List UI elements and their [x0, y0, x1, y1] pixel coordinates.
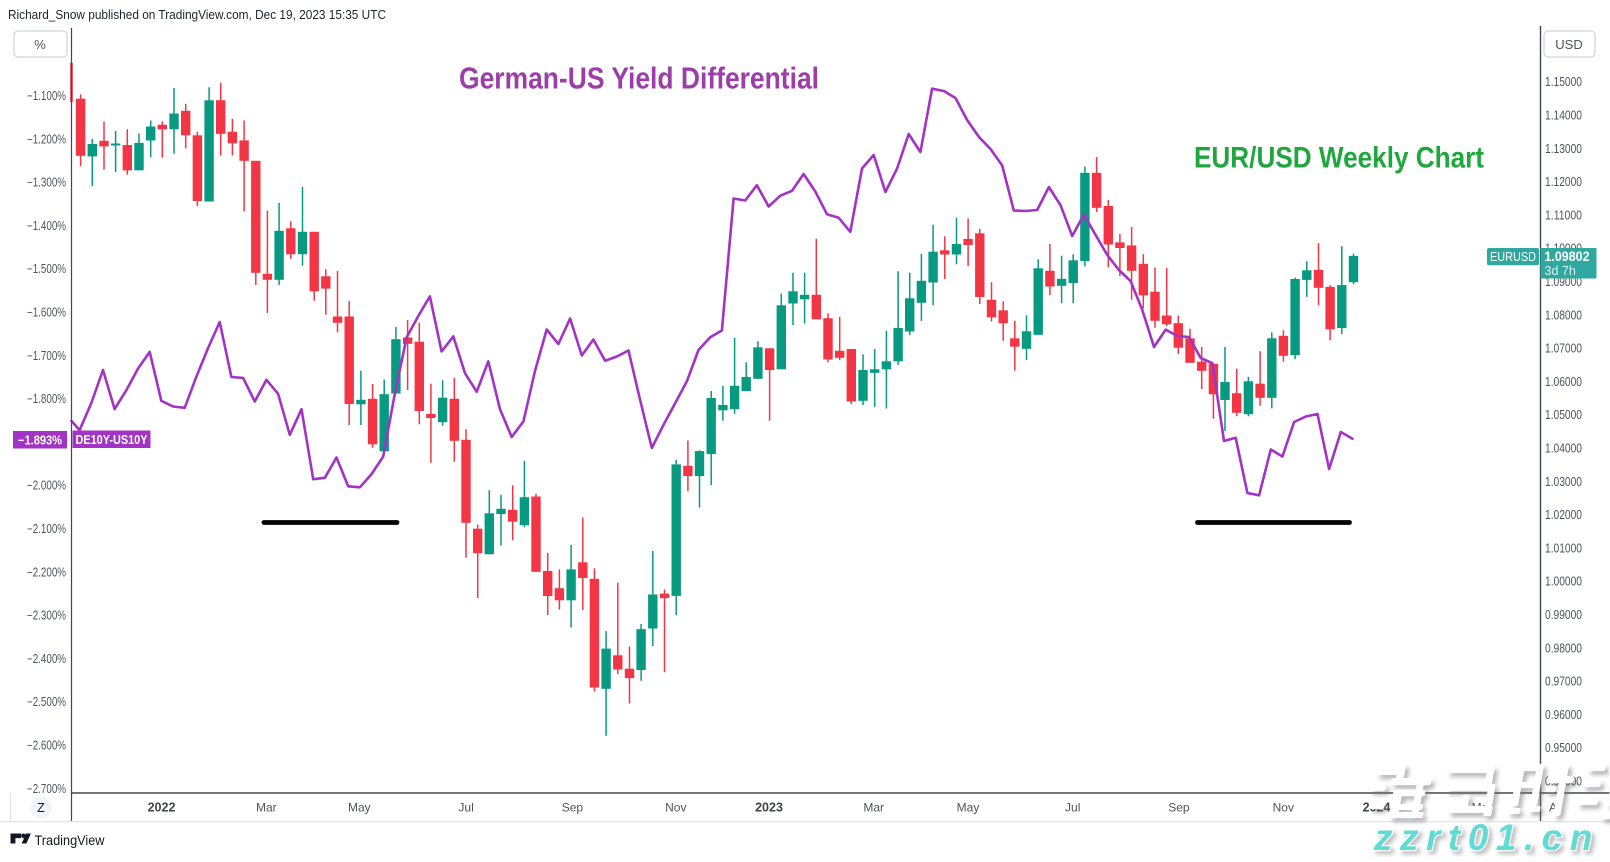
svg-text:0.97000: 0.97000: [1545, 675, 1582, 689]
svg-text:EUR/USD Weekly Chart: EUR/USD Weekly Chart: [1194, 142, 1484, 175]
svg-text:−2.000%: −2.000%: [27, 479, 66, 493]
svg-text:−1.300%: −1.300%: [27, 176, 66, 190]
svg-text:−1.200%: −1.200%: [27, 132, 66, 146]
svg-text:−1.100%: −1.100%: [27, 89, 66, 103]
svg-text:0.96000: 0.96000: [1545, 708, 1582, 722]
svg-text:−2.500%: −2.500%: [27, 695, 66, 709]
svg-text:Sep: Sep: [1168, 801, 1190, 815]
svg-text:Mar: Mar: [256, 801, 277, 815]
svg-text:1.11000: 1.11000: [1545, 208, 1582, 222]
svg-text:−2.600%: −2.600%: [27, 739, 66, 753]
svg-text:1.00000: 1.00000: [1545, 575, 1582, 589]
svg-text:%: %: [34, 37, 46, 52]
svg-text:0.95000: 0.95000: [1545, 741, 1582, 755]
svg-text:1.02000: 1.02000: [1545, 508, 1582, 522]
svg-text:Sep: Sep: [562, 801, 584, 815]
svg-text:EURUSD: EURUSD: [1490, 250, 1536, 264]
svg-text:−2.700%: −2.700%: [27, 782, 66, 796]
svg-text:1.07000: 1.07000: [1545, 342, 1582, 356]
svg-text:0.99000: 0.99000: [1545, 608, 1582, 622]
svg-text:1.14000: 1.14000: [1545, 109, 1582, 123]
svg-text:1.12000: 1.12000: [1545, 175, 1582, 189]
svg-text:−1.700%: −1.700%: [27, 349, 66, 363]
svg-text:May: May: [957, 801, 980, 815]
svg-text:−2.400%: −2.400%: [27, 652, 66, 666]
svg-text:Nov: Nov: [1273, 801, 1294, 815]
svg-text:1.04000: 1.04000: [1545, 442, 1582, 456]
svg-text:−2.300%: −2.300%: [27, 609, 66, 623]
svg-text:−1.800%: −1.800%: [27, 392, 66, 406]
svg-text:−1.500%: −1.500%: [27, 262, 66, 276]
svg-text:Mar: Mar: [863, 801, 884, 815]
svg-text:−1.400%: −1.400%: [27, 219, 66, 233]
svg-text:TradingView: TradingView: [35, 833, 105, 848]
svg-text:1.09802: 1.09802: [1545, 249, 1590, 264]
svg-text:Z: Z: [37, 801, 45, 815]
svg-text:DE10Y-US10Y: DE10Y-US10Y: [76, 433, 149, 447]
svg-text:1.13000: 1.13000: [1545, 142, 1582, 156]
svg-text:USD: USD: [1555, 37, 1582, 52]
svg-text:May: May: [348, 801, 371, 815]
svg-text:−2.100%: −2.100%: [27, 522, 66, 536]
svg-text:Jul: Jul: [458, 801, 473, 815]
svg-text:zzrt01.cn: zzrt01.cn: [1373, 817, 1600, 857]
svg-text:0.98000: 0.98000: [1545, 641, 1582, 655]
svg-text:1.08000: 1.08000: [1545, 308, 1582, 322]
svg-text:1.15000: 1.15000: [1545, 75, 1582, 89]
svg-text:Richard_Snow published on Trad: Richard_Snow published on TradingView.co…: [8, 8, 386, 22]
svg-text:2022: 2022: [148, 801, 176, 815]
svg-text:1.06000: 1.06000: [1545, 375, 1582, 389]
svg-text:1.01000: 1.01000: [1545, 541, 1582, 555]
svg-text:Jul: Jul: [1065, 801, 1080, 815]
svg-text:−2.200%: −2.200%: [27, 565, 66, 579]
svg-text:1.05000: 1.05000: [1545, 408, 1582, 422]
svg-text:A: A: [1549, 801, 1557, 815]
svg-text:2023: 2023: [755, 801, 783, 815]
svg-text:Nov: Nov: [665, 801, 686, 815]
svg-text:−1.893%: −1.893%: [18, 433, 62, 447]
svg-text:3d 7h: 3d 7h: [1545, 264, 1576, 278]
svg-text:−1.600%: −1.600%: [27, 306, 66, 320]
svg-text:German-US Yield Differential: German-US Yield Differential: [459, 61, 819, 96]
svg-text:1.03000: 1.03000: [1545, 475, 1582, 489]
